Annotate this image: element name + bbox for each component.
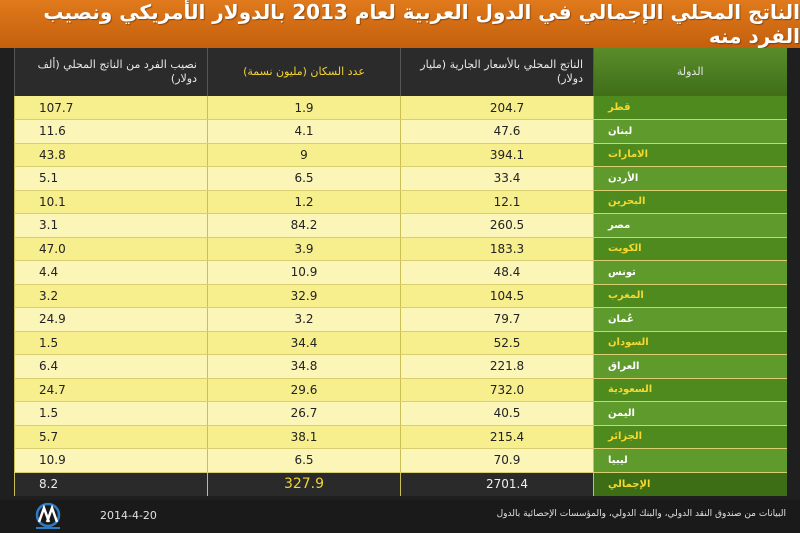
country-cell: الكويت [593, 237, 787, 261]
population-cell: 3.9 [207, 237, 401, 261]
table-body: قطر 204.7 1.9 107.7 لبنان 47.6 4.1 11.6 الامارات… [14, 96, 787, 496]
country-cell: قطر [593, 96, 787, 120]
footer: 2014-4-20 البيانات من صندوق النقد الدولي… [0, 500, 800, 533]
country-cell: الأردن [593, 166, 787, 191]
country-cell: مصر [593, 213, 787, 238]
country-cell: اليمن [593, 401, 787, 426]
table-row: ليبيا 70.9 6.5 10.9 [14, 448, 787, 473]
gdp-cell: 12.1 [400, 190, 594, 214]
table-row: تونس 48.4 10.9 4.4 [14, 260, 787, 285]
gdp-cell: 394.1 [400, 143, 594, 167]
gdp-cell: 215.4 [400, 425, 594, 449]
country-cell: العراق [593, 354, 787, 379]
table-header-row: الدولة الناتج المحلي بالأسعار الجارية (م… [14, 48, 787, 96]
table-row: السودان 52.5 34.4 1.5 [14, 331, 787, 355]
per-capita-cell: 24.9 [14, 307, 208, 332]
per-capita-cell: 47.0 [14, 237, 208, 261]
per-capita-cell: 11.6 [14, 119, 208, 144]
per-capita-cell: 43.8 [14, 143, 208, 167]
table-row: البحرين 12.1 1.2 10.1 [14, 190, 787, 214]
per-capita-cell: 10.1 [14, 190, 208, 214]
per-capita-cell: 4.4 [14, 260, 208, 285]
gdp-cell: 183.3 [400, 237, 594, 261]
per-capita-cell: 24.7 [14, 378, 208, 402]
per-capita-cell: 5.7 [14, 425, 208, 449]
table-row: لبنان 47.6 4.1 11.6 [14, 119, 787, 144]
per-capita-cell: 107.7 [14, 96, 208, 120]
table-row: الأردن 33.4 6.5 5.1 [14, 166, 787, 191]
country-cell: عُمان [593, 307, 787, 332]
table-row: الكويت 183.3 3.9 47.0 [14, 237, 787, 261]
table-row: الامارات 394.1 9 43.8 [14, 143, 787, 167]
header-country: الدولة [593, 48, 787, 96]
population-cell: 38.1 [207, 425, 401, 449]
table-row: الجزائر 215.4 38.1 5.7 [14, 425, 787, 449]
per-capita-cell: 6.4 [14, 354, 208, 379]
table-row: عُمان 79.7 3.2 24.9 [14, 307, 787, 332]
per-capita-cell: 5.1 [14, 166, 208, 191]
population-cell: 6.5 [207, 448, 401, 473]
gdp-cell: 33.4 [400, 166, 594, 191]
gdp-cell: 79.7 [400, 307, 594, 332]
population-cell: 1.2 [207, 190, 401, 214]
population-cell: 34.4 [207, 331, 401, 355]
per-capita-cell: 10.9 [14, 448, 208, 473]
gdp-cell: 47.6 [400, 119, 594, 144]
gdp-table: الدولة الناتج المحلي بالأسعار الجارية (م… [14, 48, 787, 496]
per-capita-cell: 1.5 [14, 331, 208, 355]
gdp-cell: 732.0 [400, 378, 594, 402]
header-population: عدد السكان (مليون نسمة) [207, 48, 401, 96]
country-cell: السعودية [593, 378, 787, 402]
date-label: 2014-4-20 [100, 509, 157, 522]
population-cell: 32.9 [207, 284, 401, 308]
gdp-cell: 70.9 [400, 448, 594, 473]
country-cell: الجزائر [593, 425, 787, 449]
total-row: الإجمالي 2701.4 327.9 8.2 [14, 472, 787, 496]
country-cell: الإجمالي [593, 472, 787, 496]
table-row: مصر 260.5 84.2 3.1 [14, 213, 787, 238]
population-cell: 26.7 [207, 401, 401, 426]
population-cell: 34.8 [207, 354, 401, 379]
gdp-cell: 221.8 [400, 354, 594, 379]
page-title: الناتج المحلي الإجمالي في الدول العربية … [0, 0, 800, 48]
table-row: المغرب 104.5 32.9 3.2 [14, 284, 787, 308]
gdp-cell: 48.4 [400, 260, 594, 285]
table-row: قطر 204.7 1.9 107.7 [14, 96, 787, 120]
population-cell: 3.2 [207, 307, 401, 332]
country-cell: المغرب [593, 284, 787, 308]
per-capita-cell: 3.1 [14, 213, 208, 238]
gdp-cell: 204.7 [400, 96, 594, 120]
gdp-cell: 40.5 [400, 401, 594, 426]
gdp-cell: 52.5 [400, 331, 594, 355]
table-row: العراق 221.8 34.8 6.4 [14, 354, 787, 379]
header-per-capita: نصيب الفرد من الناتج المحلي (ألف دولار) [14, 48, 208, 96]
population-cell: 4.1 [207, 119, 401, 144]
per-capita-cell: 1.5 [14, 401, 208, 426]
country-cell: ليبيا [593, 448, 787, 473]
per-capita-cell: 3.2 [14, 284, 208, 308]
country-cell: تونس [593, 260, 787, 285]
population-cell: 29.6 [207, 378, 401, 402]
population-cell: 84.2 [207, 213, 401, 238]
header-gdp: الناتج المحلي بالأسعار الجارية (مليار دو… [400, 48, 594, 96]
source-note: البيانات من صندوق النقد الدولي، والبنك ا… [496, 509, 786, 519]
population-cell: 10.9 [207, 260, 401, 285]
population-cell: 9 [207, 143, 401, 167]
gdp-cell: 2701.4 [400, 472, 594, 496]
population-cell: 6.5 [207, 166, 401, 191]
table-row: السعودية 732.0 29.6 24.7 [14, 378, 787, 402]
country-cell: البحرين [593, 190, 787, 214]
gdp-cell: 260.5 [400, 213, 594, 238]
gdp-cell: 104.5 [400, 284, 594, 308]
data-table-container: الدولة الناتج المحلي بالأسعار الجارية (م… [14, 48, 787, 500]
anadolu-logo [35, 502, 61, 529]
population-cell: 327.9 [207, 472, 401, 496]
country-cell: لبنان [593, 119, 787, 144]
country-cell: السودان [593, 331, 787, 355]
population-cell: 1.9 [207, 96, 401, 120]
country-cell: الامارات [593, 143, 787, 167]
table-row: اليمن 40.5 26.7 1.5 [14, 401, 787, 426]
per-capita-cell: 8.2 [14, 472, 208, 496]
